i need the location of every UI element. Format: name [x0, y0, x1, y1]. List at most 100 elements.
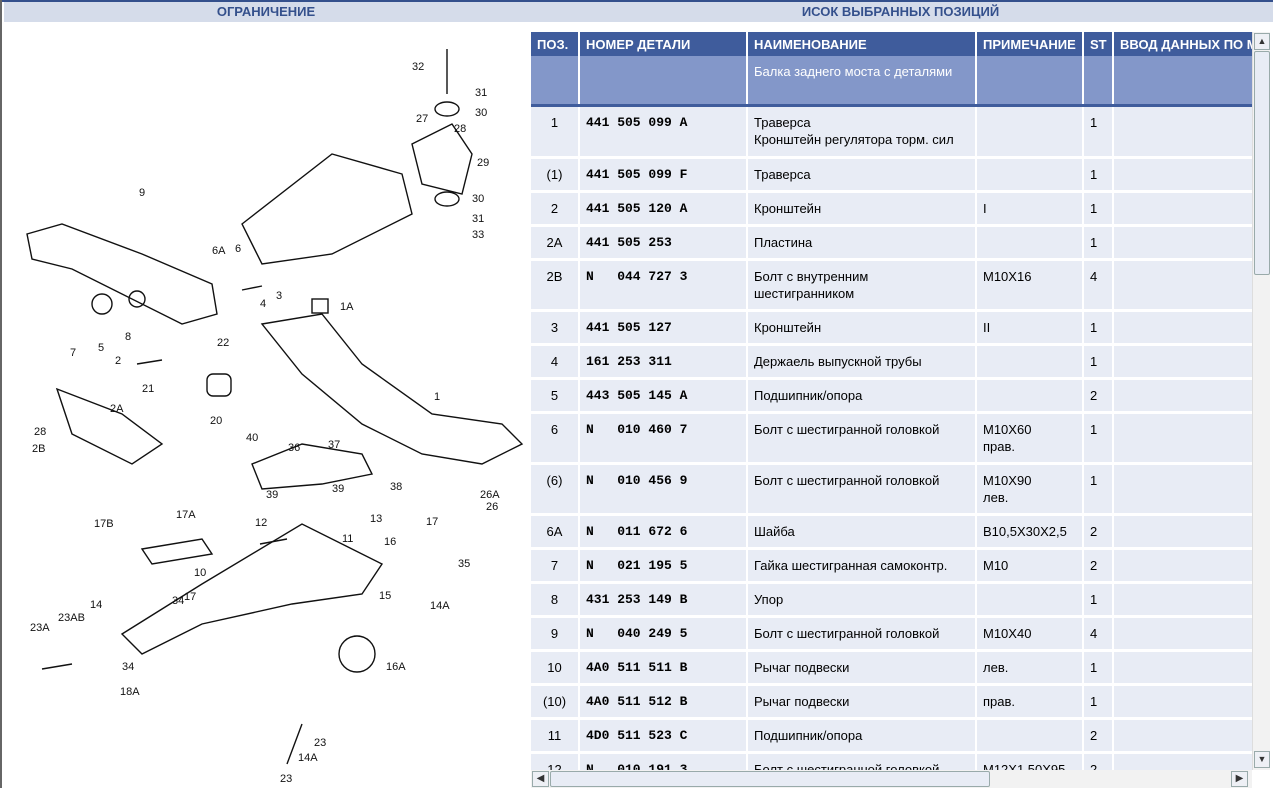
table-row[interactable]: 11 4D0 511 523 C Подшипник/опора 2 — [531, 718, 1252, 754]
callout-label[interactable]: 9 — [139, 187, 145, 199]
vertical-scroll-thumb[interactable] — [1254, 51, 1270, 275]
callout-label[interactable]: 32 — [412, 61, 424, 73]
callout-label[interactable]: 31 — [475, 87, 487, 99]
cell-name: Рычаг подвески — [747, 650, 977, 686]
cell-number: 441 505 099 F — [579, 157, 748, 193]
column-header[interactable]: ST — [1083, 32, 1114, 56]
table-row[interactable]: 6A N 011 672 6 Шайба B10,5X30X2,5 2 — [531, 514, 1252, 550]
callout-label[interactable]: 30 — [475, 107, 487, 119]
table-row[interactable]: (10) 4A0 511 512 B Рычаг подвески прав. 1 — [531, 684, 1252, 720]
column-header[interactable]: НАИМЕНОВАНИЕ — [747, 32, 977, 56]
scroll-left-button[interactable]: ◀ — [532, 771, 549, 787]
callout-label[interactable]: 5 — [98, 342, 104, 354]
callout-label[interactable]: 26A — [480, 489, 500, 501]
callout-label[interactable]: 1A — [340, 301, 354, 313]
callout-label[interactable]: 29 — [477, 157, 489, 169]
callout-label[interactable]: 18A — [120, 686, 140, 698]
column-header[interactable]: НОМЕР ДЕТАЛИ — [579, 32, 748, 56]
cell-pos: 10 — [531, 650, 580, 686]
callout-label[interactable]: 26 — [486, 501, 498, 513]
callout-label[interactable]: 11 — [342, 533, 353, 545]
callout-label[interactable]: 36 — [288, 442, 300, 454]
cell-st: 2 — [1083, 752, 1114, 770]
callout-label[interactable]: 16 — [384, 536, 396, 548]
callout-label[interactable]: 17A — [176, 509, 196, 521]
table-row[interactable]: (6) N 010 456 9 Болт с шестигранной головк… — [531, 463, 1252, 516]
callout-label[interactable]: 10 — [194, 567, 206, 579]
cell-number: N 011 672 6 — [579, 514, 748, 550]
callout-label[interactable]: 22 — [217, 337, 229, 349]
table-row[interactable]: 4 161 253 311 Держаель выпускной трубы 1 — [531, 344, 1252, 380]
callout-label[interactable]: 7 — [70, 347, 76, 359]
callout-label[interactable]: 2A — [110, 403, 124, 415]
table-row[interactable]: 2 441 505 120 A Кронштейн I 1 — [531, 191, 1252, 227]
callout-label[interactable]: 14A — [298, 752, 318, 764]
table-row[interactable]: (1) 441 505 099 F Траверса 1 — [531, 157, 1252, 193]
cell-pos: 2A — [531, 225, 580, 261]
horizontal-scroll-thumb[interactable] — [550, 771, 990, 787]
callout-label[interactable]: 17 — [184, 591, 196, 603]
scroll-up-button[interactable]: ▲ — [1254, 33, 1270, 50]
table-row[interactable]: 2B N 044 727 3 Болт с внутренним шестигран… — [531, 259, 1252, 312]
callout-label[interactable]: 17 — [426, 516, 438, 528]
table-row[interactable]: 2A 441 505 253 Пластина 1 — [531, 225, 1252, 261]
callout-label[interactable]: 28 — [454, 123, 466, 135]
callout-label[interactable]: 15 — [379, 590, 391, 602]
table-row[interactable]: 10 4A0 511 511 B Рычаг подвески лев. 1 — [531, 650, 1252, 686]
callout-label[interactable]: 40 — [246, 432, 258, 444]
callout-label[interactable]: 14 — [90, 599, 102, 611]
callout-label[interactable]: 28 — [34, 426, 46, 438]
callout-label[interactable]: 2B — [32, 443, 45, 455]
callout-label[interactable]: 2 — [115, 355, 121, 367]
callout-label[interactable]: 12 — [255, 517, 267, 529]
callout-label[interactable]: 3 — [276, 290, 282, 302]
column-header[interactable]: ПОЗ. — [531, 32, 580, 56]
horizontal-scrollbar[interactable]: ◀ ▶ — [531, 770, 1252, 788]
callout-label[interactable]: 30 — [472, 193, 484, 205]
callout-label[interactable]: 17B — [94, 518, 114, 530]
column-header[interactable]: ВВОД ДАННЫХ ПО МОДЕЛИ — [1113, 32, 1252, 56]
callout-label[interactable]: 21 — [142, 383, 154, 395]
callout-label[interactable]: 20 — [210, 415, 222, 427]
callout-label[interactable]: 37 — [328, 439, 340, 451]
callout-label[interactable]: 6A — [212, 245, 226, 257]
cell-st: 1 — [1083, 191, 1114, 227]
callout-label[interactable]: 23A — [30, 622, 50, 634]
cell-input — [1113, 157, 1252, 193]
callout-label[interactable]: 16A — [386, 661, 406, 673]
callout-label[interactable]: 33 — [472, 229, 484, 241]
table-row[interactable]: 3 441 505 127 Кронштейн II 1 — [531, 310, 1252, 346]
column-header[interactable]: ПРИМЕЧАНИЕ — [976, 32, 1084, 56]
table-row[interactable]: 8 431 253 149 B Упор 1 — [531, 582, 1252, 618]
scroll-right-button[interactable]: ▶ — [1231, 771, 1248, 787]
callout-label[interactable]: 39 — [266, 489, 278, 501]
callout-label[interactable]: 4 — [260, 298, 266, 310]
callout-label[interactable]: 23 — [280, 773, 292, 785]
callout-label[interactable]: 35 — [458, 558, 470, 570]
callout-label[interactable]: 23 — [314, 737, 326, 749]
scroll-down-button[interactable]: ▼ — [1254, 751, 1270, 768]
callout-label[interactable]: 34 — [122, 661, 134, 673]
cell-number: 441 505 253 — [579, 225, 748, 261]
callout-label[interactable]: 31 — [472, 213, 484, 225]
vertical-scrollbar[interactable]: ▲ ▼ — [1252, 32, 1270, 770]
table-row[interactable]: 1 441 505 099 A Траверса Кронштейн регулят… — [531, 105, 1252, 159]
callout-label[interactable]: 1 — [434, 391, 440, 403]
callout-label[interactable]: 34 — [172, 595, 184, 607]
callout-label[interactable]: 8 — [125, 331, 131, 343]
table-row[interactable]: 5 443 505 145 A Подшипник/опора 2 — [531, 378, 1252, 414]
table-row[interactable]: 12 N 010 191 3 Болт с шестигранной головко… — [531, 752, 1252, 770]
callout-label[interactable]: 38 — [390, 481, 402, 493]
cell-st: 1 — [1083, 463, 1114, 516]
callout-label[interactable]: 13 — [370, 513, 382, 525]
callout-label[interactable]: 23AB — [58, 612, 85, 624]
callout-label[interactable]: 39 — [332, 483, 344, 495]
callout-label[interactable]: 27 — [416, 113, 428, 125]
callout-label[interactable]: 6 — [235, 243, 241, 255]
cell-input — [1113, 616, 1252, 652]
callout-label[interactable]: 14A — [430, 600, 450, 612]
